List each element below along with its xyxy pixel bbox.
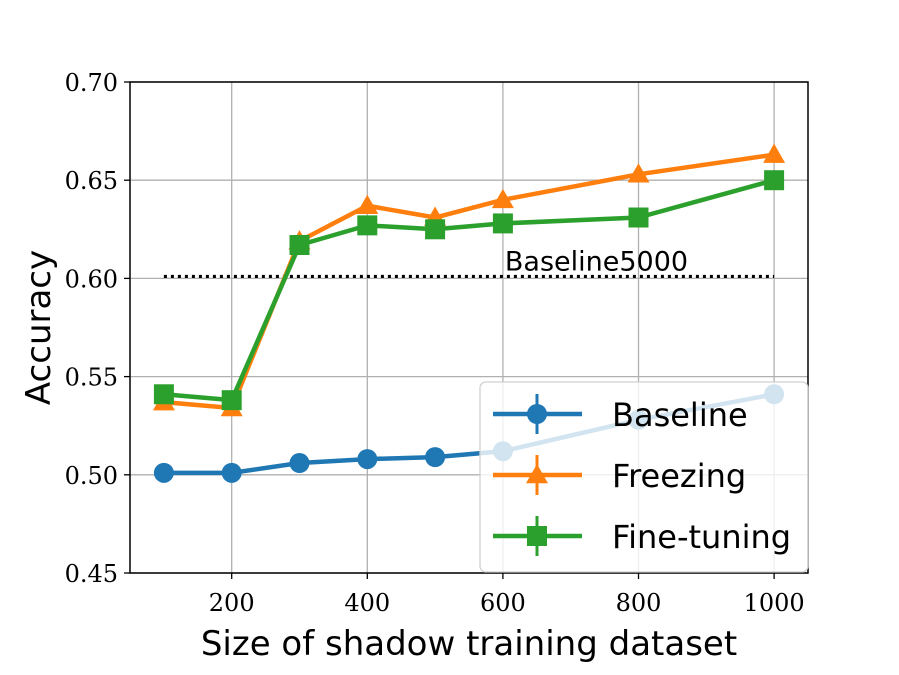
data-point: [221, 462, 242, 483]
y-axis-label: Accuracy: [19, 250, 59, 405]
data-point: [492, 213, 513, 234]
y-tick-label: 0.70: [65, 69, 118, 97]
legend-marker: [526, 464, 548, 484]
reference-line-label: Baseline5000: [505, 246, 688, 277]
reference-line-group: Baseline5000: [163, 246, 775, 279]
y-tick-label: 0.45: [65, 560, 118, 588]
data-point: [425, 219, 446, 240]
legend-marker: [527, 404, 547, 424]
x-tick-label: 1000: [744, 589, 805, 617]
x-axis-ticks: 200 400 600 800 1000: [209, 573, 805, 617]
y-tick-label: 0.55: [65, 364, 118, 392]
y-tick-label: 0.60: [65, 265, 118, 293]
data-point: [356, 194, 379, 214]
y-tick-label: 0.65: [65, 167, 118, 195]
legend-item: Freezing: [493, 455, 746, 495]
data-point: [289, 453, 310, 474]
x-tick-label: 200: [209, 589, 255, 617]
x-tick-label: 600: [480, 589, 526, 617]
legend-label: Freezing: [612, 457, 746, 495]
plot-frame: [129, 81, 809, 574]
legend-item: Fine-tuning: [493, 516, 791, 556]
data-point: [357, 449, 378, 470]
series-fine-tuning: [153, 170, 785, 411]
series-line: [163, 152, 775, 411]
series-freezing: [152, 143, 786, 417]
data-point: [153, 462, 174, 483]
legend-box: [479, 381, 809, 573]
series-line: [163, 178, 775, 403]
legend-item: Baseline: [493, 394, 748, 434]
data-point: [289, 235, 310, 256]
data-point: [357, 215, 378, 236]
x-tick-label: 400: [344, 589, 390, 617]
data-point: [764, 170, 785, 191]
data-point: [153, 384, 174, 405]
legend-marker: [527, 526, 547, 546]
x-axis-label: Size of shadow training dataset: [201, 624, 737, 664]
data-point: [628, 207, 649, 228]
y-axis-ticks: 0.45 0.50 0.55 0.60 0.65 0.70: [65, 69, 130, 588]
legend: Baseline Freezing Fine-tuning: [479, 381, 809, 573]
legend-label: Baseline: [612, 396, 748, 434]
legend-label: Fine-tuning: [612, 518, 791, 556]
data-point: [221, 390, 242, 411]
data-point: [491, 188, 514, 209]
y-tick-label: 0.50: [65, 462, 118, 490]
x-tick-label: 800: [616, 589, 662, 617]
data-point: [425, 447, 446, 468]
data-point: [763, 143, 786, 163]
data-point: [627, 163, 650, 183]
